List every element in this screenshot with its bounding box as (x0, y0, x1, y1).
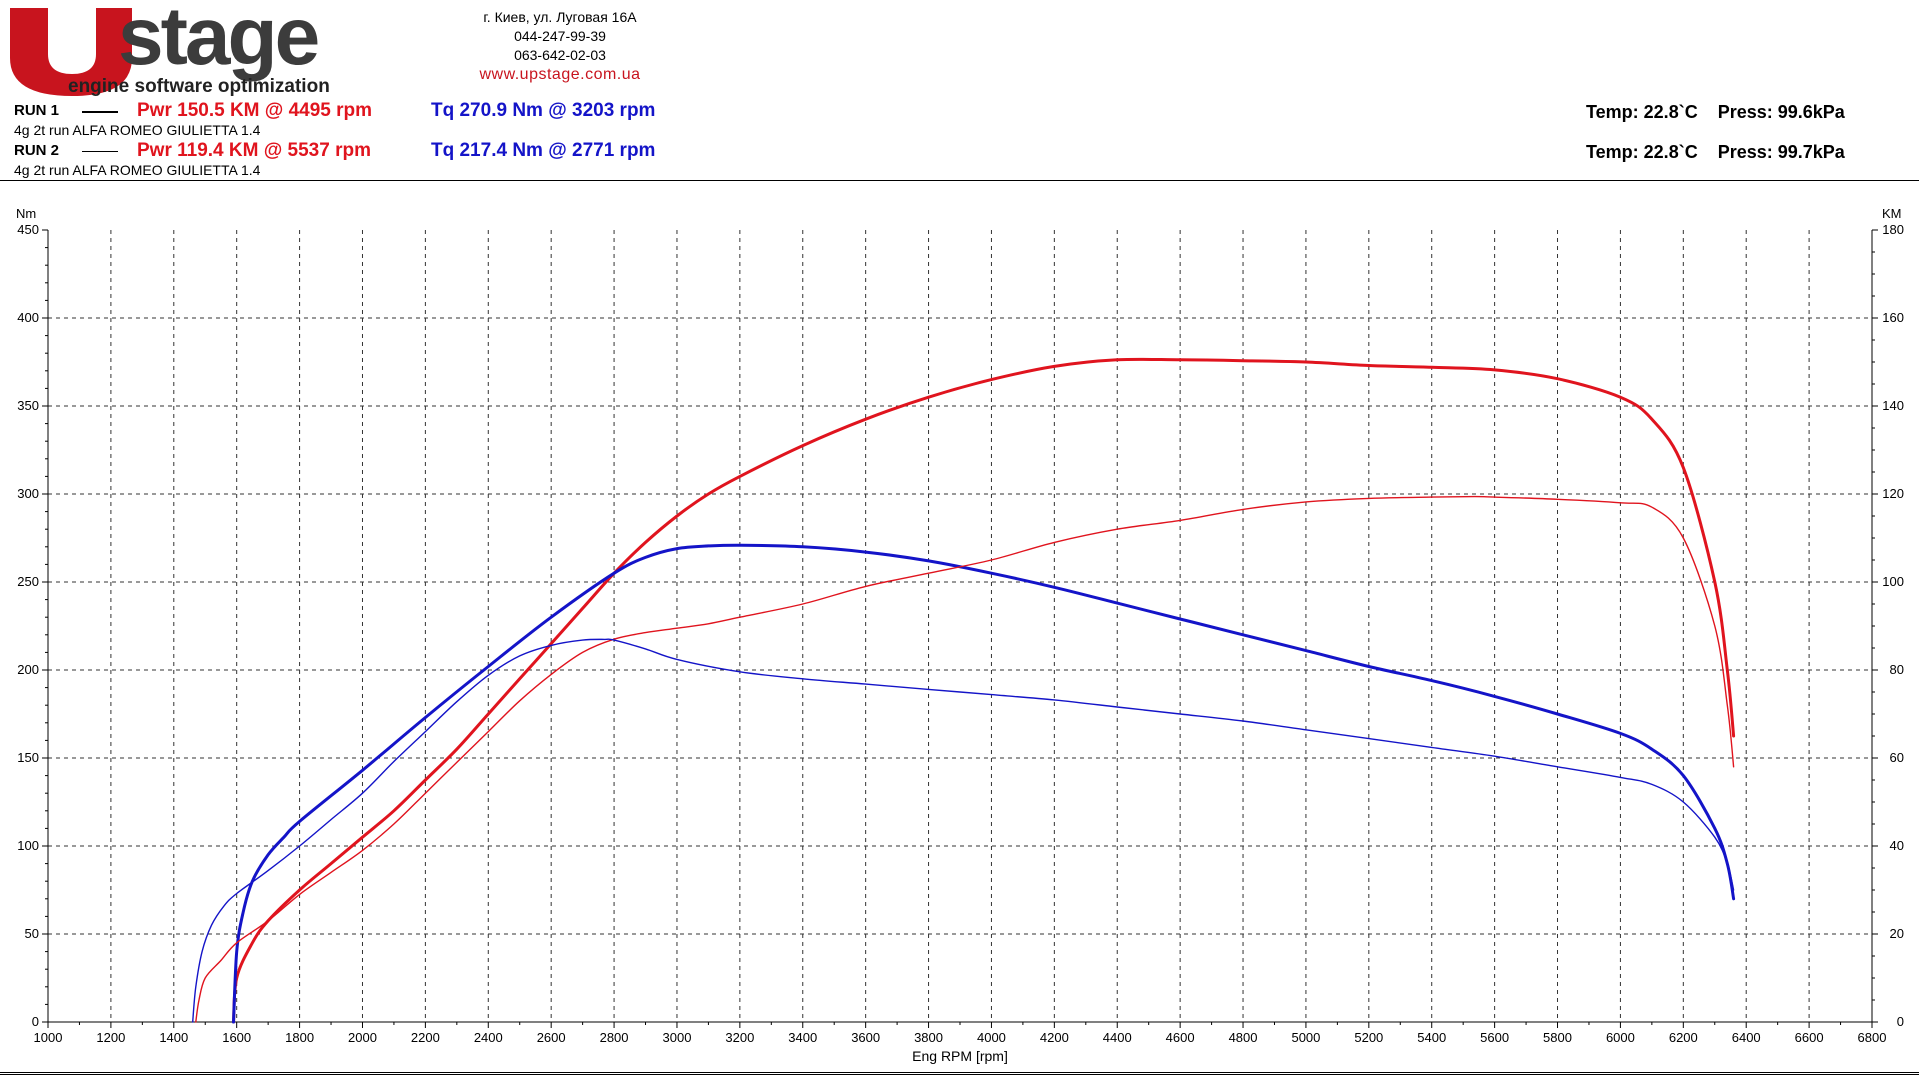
y-left-tick-label: 300 (17, 486, 39, 501)
x-tick-label: 5400 (1417, 1030, 1446, 1045)
y-right-tick-label: 140 (1882, 398, 1904, 413)
run-2-torque-curve (192, 638, 1735, 1023)
y-right-tick-label: 60 (1890, 750, 1904, 765)
x-tick-label: 5200 (1354, 1030, 1383, 1045)
run-2-environment: Temp: 22.8`C Press: 99.7kPa (1586, 142, 1845, 162)
upstage-logo: stage engine software optimization (10, 2, 330, 97)
dyno-chart: 1000 1200 1400 1600 1800 2000 2200 2400 2600 2800… (16, 206, 1904, 1064)
y-left-tick-label: 450 (17, 222, 39, 237)
x-tick-label: 1000 (34, 1030, 63, 1045)
x-tick-label: 2200 (411, 1030, 440, 1045)
y-axis-right-label: KM (1882, 206, 1902, 221)
run-1-row: RUN 1 4g 2t run ALFA ROMEO GIULIETTA 1.4… (0, 98, 1920, 138)
run-2-description: 4g 2t run ALFA ROMEO GIULIETTA 1.4 (14, 162, 261, 178)
y-left-tick-label: 350 (17, 398, 39, 413)
x-tick-label: 6800 (1858, 1030, 1887, 1045)
run-1-environment: Temp: 22.8`C Press: 99.6kPa (1586, 102, 1845, 122)
x-tick-label: 3400 (788, 1030, 817, 1045)
run-1-torque-curve (232, 543, 1736, 1024)
y-right-tick-label: 160 (1882, 310, 1904, 325)
y-left-tick-label: 250 (17, 574, 39, 589)
y-right-tick-label: 0 (1897, 1014, 1904, 1029)
run-1-line-sample (82, 111, 118, 113)
run-2-row: RUN 2 4g 2t run ALFA ROMEO GIULIETTA 1.4… (0, 138, 1920, 178)
y-right-tick-label: 80 (1890, 662, 1904, 677)
x-tick-label: 6600 (1795, 1030, 1824, 1045)
run-2-label: RUN 2 (14, 142, 60, 159)
run-summary: RUN 1 4g 2t run ALFA ROMEO GIULIETTA 1.4… (0, 98, 1920, 180)
y-left-tick-label: 50 (25, 926, 39, 941)
logo-u-shape (10, 8, 132, 96)
x-tick-label: 6200 (1669, 1030, 1698, 1045)
x-tick-label: 4200 (1040, 1030, 1069, 1045)
x-axis-label: Eng RPM [rpm] (912, 1048, 1008, 1064)
x-tick-label: 4000 (977, 1030, 1006, 1045)
address-text: г. Киев, ул. Луговая 16А (483, 9, 637, 25)
x-tick-label: 4600 (1166, 1030, 1195, 1045)
run-2-line-sample (82, 151, 118, 152)
x-tick-label: 4800 (1229, 1030, 1258, 1045)
chart-axes (47, 230, 1873, 1023)
chart-grid (48, 230, 1872, 1022)
x-tick-label: 6400 (1732, 1030, 1761, 1045)
y-axis-left-label: Nm (16, 206, 36, 221)
chart-curves (192, 357, 1736, 1024)
run-1-label: RUN 1 (14, 102, 60, 119)
y-left-tick-label: 150 (17, 750, 39, 765)
x-tick-label: 2400 (474, 1030, 503, 1045)
x-tick-label: 6000 (1606, 1030, 1635, 1045)
phone-2: 063-642-02-03 (514, 47, 606, 63)
y-right-tick-label: 20 (1890, 926, 1904, 941)
run-1-power-curve (232, 357, 1736, 1024)
x-tick-label: 4400 (1103, 1030, 1132, 1045)
logo-tagline: engine software optimization (68, 76, 330, 97)
logo-arrow-icon (50, 16, 94, 72)
y-left-tick-label: 200 (17, 662, 39, 677)
contact-block: г. Киев, ул. Луговая 16А 044-247-99-39 0… (440, 8, 680, 84)
website-link[interactable]: www.upstage.com.ua (479, 66, 641, 83)
x-tick-label: 1800 (285, 1030, 314, 1045)
x-tick-label: 3000 (663, 1030, 692, 1045)
x-tick-label: 3600 (851, 1030, 880, 1045)
y-right-tick-label: 120 (1882, 486, 1904, 501)
logo-brand-text: stage (118, 2, 318, 82)
x-tick-label: 3200 (725, 1030, 754, 1045)
x-tick-label: 5600 (1480, 1030, 1509, 1045)
y-left-tick-label: 100 (17, 838, 39, 853)
x-tick-label: 2800 (600, 1030, 629, 1045)
x-tick-label: 1400 (159, 1030, 188, 1045)
x-tick-label: 2600 (537, 1030, 566, 1045)
y-right-tick-label: 100 (1882, 574, 1904, 589)
run-1-torque: Tq 270.9 Nm @ 3203 rpm (431, 100, 656, 121)
x-tick-label: 1600 (222, 1030, 251, 1045)
x-tick-label: 2000 (348, 1030, 377, 1045)
y-left-tick-label: 0 (32, 1014, 39, 1029)
y-right-tick-label: 180 (1882, 222, 1904, 237)
x-tick-label: 5000 (1291, 1030, 1320, 1045)
x-tick-label: 3800 (914, 1030, 943, 1045)
run-1-power: Pwr 150.5 KM @ 4495 rpm (137, 100, 373, 121)
y-left-tick-label: 400 (17, 310, 39, 325)
x-tick-label: 5800 (1543, 1030, 1572, 1045)
x-tick-label: 1200 (96, 1030, 125, 1045)
phone-1: 044-247-99-39 (514, 28, 606, 44)
chart-ticks: 1000 1200 1400 1600 1800 2000 2200 2400 2600 2800… (17, 222, 1904, 1045)
run-2-power: Pwr 119.4 KM @ 5537 rpm (137, 140, 371, 161)
run-1-description: 4g 2t run ALFA ROMEO GIULIETTA 1.4 (14, 122, 261, 138)
y-right-tick-label: 40 (1890, 838, 1904, 853)
run-2-torque: Tq 217.4 Nm @ 2771 rpm (431, 140, 656, 161)
run-2-power-curve (195, 495, 1735, 1023)
